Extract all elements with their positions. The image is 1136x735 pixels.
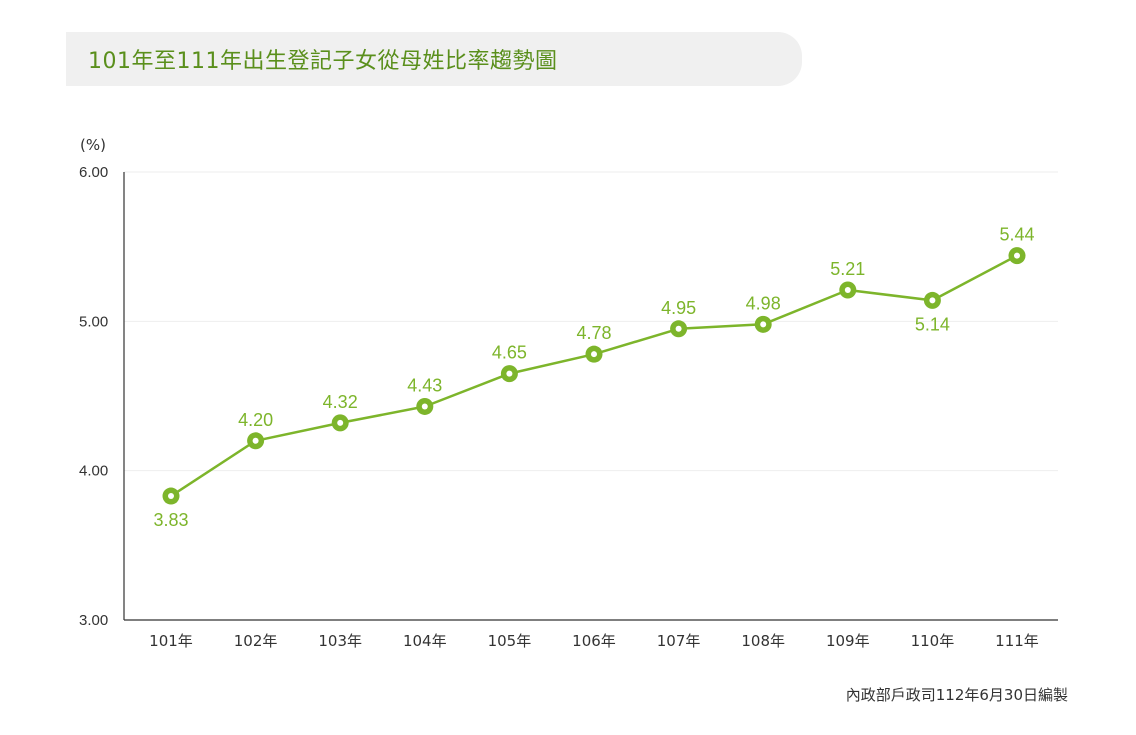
data-label: 5.14 (915, 314, 950, 334)
data-label: 4.32 (323, 392, 358, 412)
data-point-marker-center (929, 297, 936, 304)
x-tick-label: 108年 (741, 632, 785, 650)
x-tick-label: 109年 (826, 632, 870, 650)
source-note: 內政部戶政司112年6月30日編製 (845, 686, 1068, 704)
x-tick-label: 106年 (572, 632, 616, 650)
data-point-marker-center (675, 325, 682, 332)
x-tick-label: 103年 (318, 632, 362, 650)
data-label: 4.65 (492, 343, 527, 363)
x-tick-label: 110年 (911, 632, 955, 650)
data-point-marker-center (1014, 252, 1020, 259)
data-point-marker-center (591, 351, 597, 358)
data-label: 4.78 (576, 323, 611, 343)
x-tick-label: 104年 (403, 632, 447, 650)
data-label: 4.98 (746, 293, 781, 313)
x-tick-label: 101年 (149, 632, 193, 650)
x-tick-label: 102年 (234, 632, 278, 650)
x-tick-label: 107年 (657, 632, 701, 650)
data-label: 5.44 (999, 225, 1034, 245)
x-tick-label: 105年 (488, 632, 532, 650)
data-point-marker-center (760, 321, 767, 328)
data-point-marker-center (168, 493, 174, 500)
data-label: 4.20 (238, 410, 273, 430)
x-tick-label: 111年 (995, 632, 1039, 650)
y-tick-label: 5.00 (79, 313, 108, 330)
data-label: 3.83 (153, 510, 188, 530)
y-axis-unit-label: (%) (80, 136, 106, 154)
y-tick-label: 6.00 (79, 164, 108, 181)
data-point-marker-center (421, 403, 428, 410)
data-point-marker-center (506, 370, 513, 377)
data-label: 4.95 (661, 298, 696, 318)
chart-title: 101年至111年出生登記子女從母姓比率趨勢圖 (88, 49, 558, 74)
data-label: 4.43 (407, 375, 442, 395)
y-tick-label: 3.00 (79, 612, 108, 629)
data-point-marker-center (252, 437, 259, 444)
data-point-marker-center (844, 286, 851, 293)
series-line (170, 254, 1018, 498)
data-point-marker-center (337, 419, 344, 426)
data-label: 5.21 (830, 259, 865, 279)
y-tick-label: 4.00 (79, 463, 108, 480)
chart-title-bar: 101年至111年出生登記子女從母姓比率趨勢圖 (66, 32, 802, 86)
